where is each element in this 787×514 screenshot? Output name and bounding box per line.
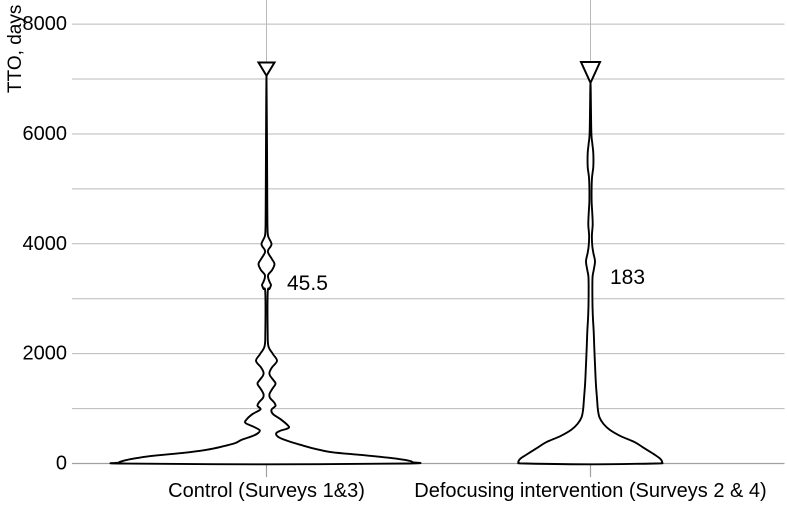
max-marker-triangle-0 xyxy=(256,61,277,78)
y-tick-label-8000: 8000 xyxy=(23,13,68,35)
x-category-label-control: Control (Surveys 1&3) xyxy=(168,480,365,502)
y-tick-label-4000: 4000 xyxy=(23,233,68,255)
y-tick-label-2000: 2000 xyxy=(23,343,68,365)
violin-0 xyxy=(109,74,422,466)
median-annotation-defocusing: 183 xyxy=(610,266,646,289)
y-axis-title: TTO, days xyxy=(5,4,26,93)
y-tick-label-6000: 6000 xyxy=(23,123,68,145)
x-category-label-defocusing: Defocusing intervention (Surveys 2 & 4) xyxy=(414,480,767,502)
max-marker-triangle-1 xyxy=(579,60,602,86)
violin-1 xyxy=(517,81,664,466)
y-tick-label-0: 0 xyxy=(56,453,67,475)
median-annotation-control: 45.5 xyxy=(287,272,328,295)
